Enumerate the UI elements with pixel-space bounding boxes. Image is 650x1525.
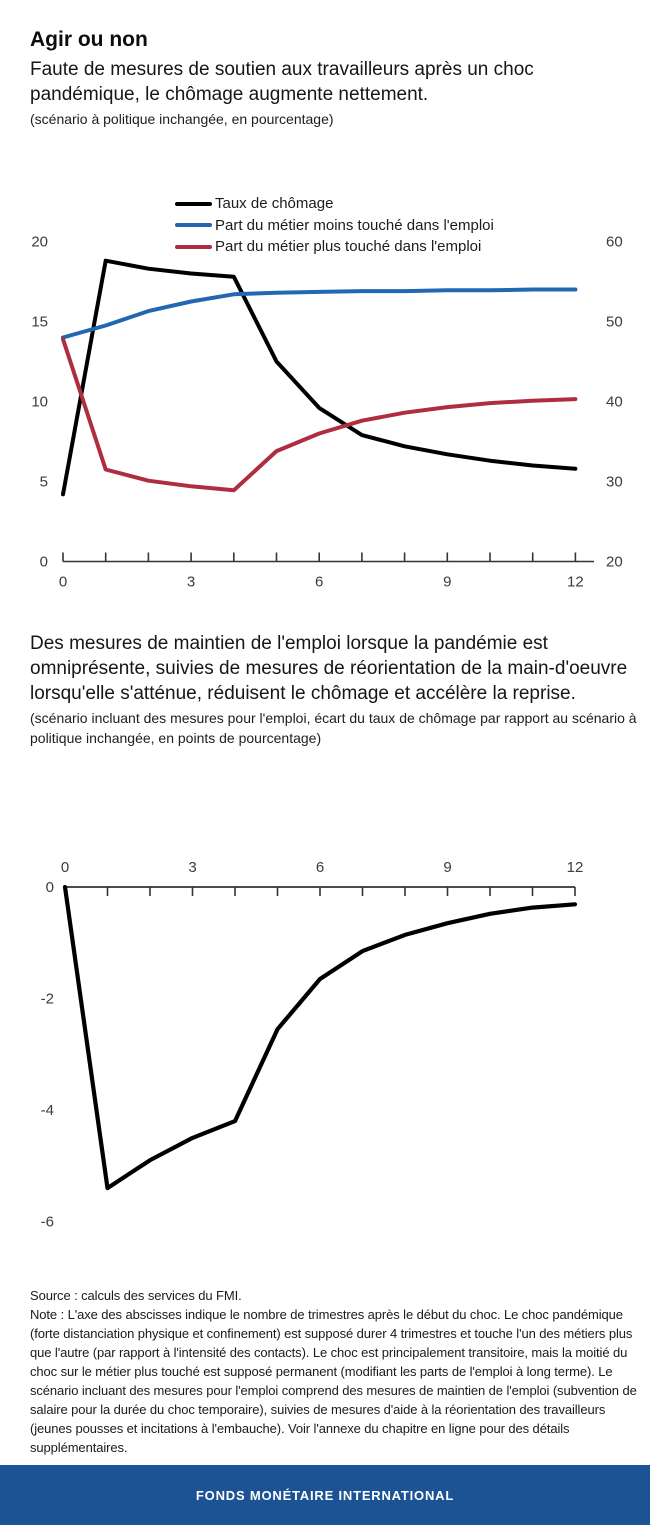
x-tick-label: 3 <box>187 574 195 591</box>
imf-footer-bar: FONDS MONÉTAIRE INTERNATIONAL <box>0 1465 650 1525</box>
chart-unemployment-no-policy: 0 3 6 9 12 0 5 10 15 20 20 30 40 50 60 <box>0 185 650 605</box>
imf-footer-label: FONDS MONÉTAIRE INTERNATIONAL <box>195 1487 455 1503</box>
panel2-heading: Des mesures de maintien de l'emploi lors… <box>30 633 628 705</box>
y-tick-label-right: 20 <box>606 554 623 571</box>
y-tick-label: -2 <box>41 991 54 1008</box>
x-tick-label: 6 <box>315 574 323 591</box>
y-tick-label-right: 30 <box>606 474 623 491</box>
panel2-caption: (scénario incluant des mesures pour l'em… <box>30 710 637 747</box>
figure-notes: Source : calculs des services du FMI. No… <box>30 1286 645 1457</box>
x-tick-label: 12 <box>567 859 584 876</box>
panel1-caption: (scénario à politique inchangée, en pour… <box>30 111 334 128</box>
y-tick-label: -6 <box>41 1214 54 1231</box>
y-tick-label-right: 40 <box>606 394 623 411</box>
x-tick-label: 0 <box>59 574 67 591</box>
figure-section2-header: Des mesures de maintien de l'emploi lors… <box>30 631 637 749</box>
legend-label: Part du métier plus touché dans l'emploi <box>215 238 482 256</box>
legend-item-unemployment-rate: Taux de chômage <box>175 193 494 215</box>
chart1-legend: Taux de chômage Part du métier moins tou… <box>175 193 494 258</box>
y-tick-label-right: 50 <box>606 314 623 331</box>
series-line-0 <box>61 258 578 497</box>
y-tick-label-left: 5 <box>40 474 48 491</box>
legend-label: Part du métier moins touché dans l'emplo… <box>215 216 494 234</box>
y-tick-label-left: 0 <box>40 554 48 571</box>
figure-title: Agir ou non <box>30 28 148 51</box>
y-tick-label: 0 <box>46 879 54 896</box>
y-tick-label-left: 10 <box>31 394 48 411</box>
legend-swatch-black-line <box>175 201 212 206</box>
series-line-0 <box>62 884 578 1191</box>
y-tick-label-right: 60 <box>606 234 623 251</box>
series-line-1 <box>61 287 578 340</box>
x-tick-label: 6 <box>316 859 324 876</box>
figure-header: Agir ou non Faute de mesures de soutien … <box>30 28 622 130</box>
x-tick-label: 12 <box>567 574 584 591</box>
legend-item-less-affected-share: Part du métier moins touché dans l'emplo… <box>175 215 494 237</box>
x-tick-label: 3 <box>188 859 196 876</box>
chart-unemployment-gap-with-policies: 0 3 6 9 12 0 -2 -4 -6 <box>0 840 650 1240</box>
legend-label: Taux de chômage <box>215 195 334 213</box>
note-text: Note : L'axe des abscisses indique le no… <box>30 1307 637 1455</box>
x-tick-label: 9 <box>443 574 451 591</box>
x-tick-label: 0 <box>61 859 69 876</box>
x-tick-label: 9 <box>443 859 451 876</box>
legend-item-more-affected-share: Part du métier plus touché dans l'emploi <box>175 236 494 258</box>
chart2-canvas: 0 3 6 9 12 0 -2 -4 -6 <box>41 859 584 1231</box>
y-tick-label-left: 15 <box>31 314 48 331</box>
series-line-2 <box>61 337 578 493</box>
source-line: Source : calculs des services du FMI. <box>30 1288 242 1303</box>
chart1-canvas: 0 3 6 9 12 0 5 10 15 20 20 30 40 50 60 <box>31 234 623 591</box>
y-tick-label-left: 20 <box>31 234 48 251</box>
legend-swatch-red-line <box>175 244 212 249</box>
y-tick-label: -4 <box>41 1102 54 1119</box>
panel1-heading: Faute de mesures de soutien aux travaill… <box>30 59 534 106</box>
legend-swatch-blue-line <box>175 223 212 228</box>
